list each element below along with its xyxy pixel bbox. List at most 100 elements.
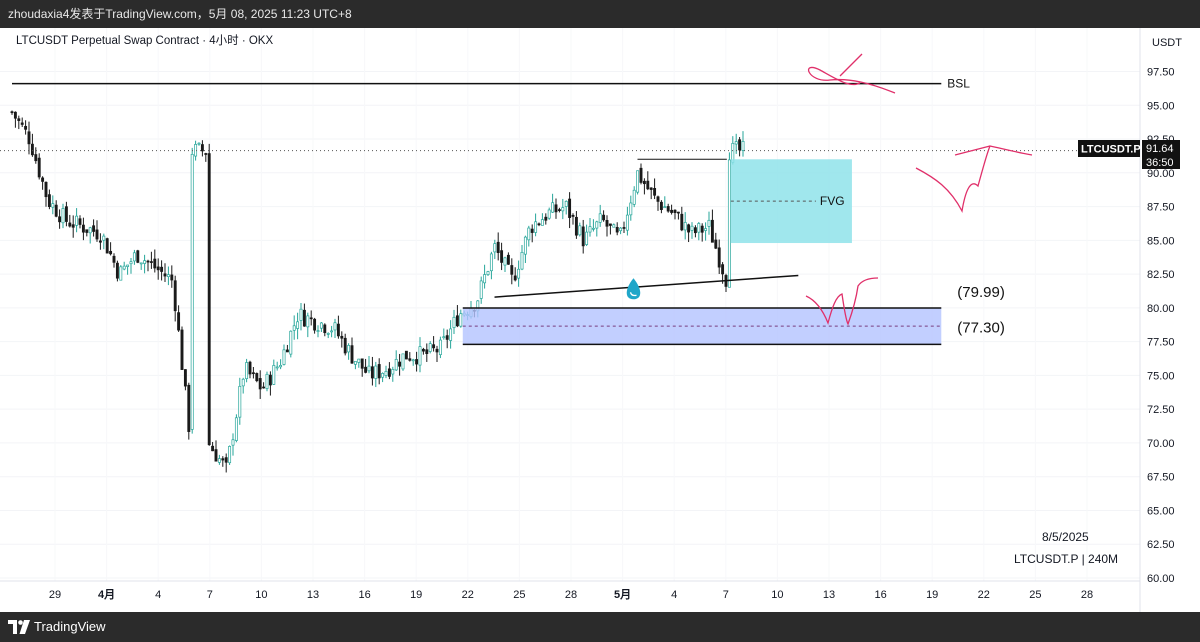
time-tick-label: 29 bbox=[49, 589, 61, 601]
candle-body bbox=[78, 218, 82, 225]
candle-body bbox=[415, 359, 419, 365]
candle-body bbox=[449, 328, 453, 341]
candle-body bbox=[132, 252, 136, 262]
candle-body bbox=[435, 348, 439, 353]
time-tick-label: 13 bbox=[823, 589, 835, 601]
candle-body bbox=[510, 265, 514, 275]
candle-body bbox=[421, 348, 425, 352]
candle-body bbox=[68, 222, 72, 227]
candle-body bbox=[663, 206, 667, 209]
candle-body bbox=[411, 359, 415, 362]
time-ticks: 29 4月 4 7 10 13 16 19 22 25 28 5月 4 7 10 13 16 19 22 25 28 bbox=[49, 588, 1093, 601]
time-tick-label: 7 bbox=[207, 589, 213, 601]
current-price-value: 91.64 bbox=[1146, 143, 1174, 155]
candle-body bbox=[608, 223, 612, 226]
candle-body bbox=[248, 361, 252, 375]
candle-body bbox=[115, 262, 119, 279]
price-tick-label: 85.00 bbox=[1147, 235, 1175, 247]
candle-body bbox=[717, 247, 721, 268]
candle-body bbox=[591, 227, 595, 230]
candle-body bbox=[506, 254, 510, 265]
candle-body bbox=[200, 144, 204, 152]
info-date: 8/5/2025 bbox=[1042, 530, 1089, 544]
candle-body bbox=[523, 236, 527, 255]
time-tick-label: 5月 bbox=[614, 588, 631, 601]
price-tick-label: 72.50 bbox=[1147, 404, 1175, 416]
candle-body bbox=[251, 372, 255, 375]
candle-body bbox=[13, 111, 17, 119]
liquidity-drop-highlight bbox=[629, 292, 637, 297]
candle-body bbox=[34, 154, 38, 162]
candle-body bbox=[285, 349, 289, 353]
candle-body bbox=[265, 373, 269, 389]
candle-body bbox=[299, 308, 303, 321]
candle-body bbox=[214, 449, 218, 462]
candle-body bbox=[653, 188, 657, 196]
candle-body bbox=[612, 224, 616, 228]
price-tick-label: 62.50 bbox=[1147, 539, 1175, 551]
footer-brand: TradingView bbox=[34, 619, 106, 634]
candle-body bbox=[734, 141, 738, 145]
candle-body bbox=[561, 207, 565, 212]
candle-body bbox=[170, 274, 174, 281]
candle-body bbox=[384, 371, 388, 376]
candle-body bbox=[275, 366, 279, 369]
candle-body bbox=[741, 141, 745, 151]
time-tick-label: 10 bbox=[255, 589, 267, 601]
price-tick-label: 70.00 bbox=[1147, 438, 1175, 450]
candle-body bbox=[588, 226, 592, 233]
candle-body bbox=[302, 309, 306, 327]
candle-body bbox=[217, 458, 221, 463]
trendline bbox=[494, 274, 799, 298]
candle-body bbox=[683, 222, 687, 231]
candle-body bbox=[364, 366, 368, 373]
candle-body bbox=[408, 358, 412, 361]
candle-body bbox=[404, 350, 408, 360]
candle-body bbox=[20, 122, 24, 125]
candle-body bbox=[272, 365, 276, 385]
candle-body bbox=[394, 359, 398, 371]
candle-body bbox=[126, 264, 130, 267]
candle-body bbox=[81, 224, 85, 233]
candle-body bbox=[714, 239, 718, 249]
candle-body bbox=[306, 315, 310, 328]
candle-body bbox=[445, 335, 449, 340]
candle-body bbox=[173, 280, 177, 312]
candle-body bbox=[105, 238, 109, 254]
candle-body bbox=[102, 235, 106, 241]
candle-body bbox=[149, 261, 153, 263]
candle-body bbox=[268, 374, 272, 386]
candle-body bbox=[197, 142, 201, 145]
candle-body bbox=[738, 139, 742, 151]
candle-body bbox=[228, 446, 232, 464]
candle-body bbox=[693, 227, 697, 234]
candle-body bbox=[483, 274, 487, 284]
candle-body bbox=[629, 202, 633, 216]
symbol-price-label: LTCUSDT.P bbox=[1081, 144, 1141, 156]
annotations: BSL FVG (79.99) (77.30) bbox=[0, 53, 1078, 346]
candle-body bbox=[255, 373, 259, 382]
candle-body bbox=[544, 216, 548, 221]
candle-body bbox=[44, 181, 48, 198]
candle-body bbox=[204, 153, 208, 155]
price-tick-label: 77.50 bbox=[1147, 337, 1175, 349]
candle-body bbox=[224, 457, 228, 463]
tradingview-logo-icon bbox=[8, 620, 30, 634]
ink-scribble-bsl-tick bbox=[839, 53, 863, 77]
candle-body bbox=[547, 209, 551, 219]
candle-body bbox=[568, 198, 572, 218]
candle-body bbox=[323, 324, 327, 334]
zone-top-label: (79.99) bbox=[957, 284, 1005, 301]
time-tick-label: 4 bbox=[155, 589, 161, 601]
candle-body bbox=[37, 157, 41, 178]
candle-body bbox=[489, 253, 493, 272]
candle-body bbox=[432, 344, 436, 349]
candle-body bbox=[649, 187, 653, 190]
time-tick-label: 4 bbox=[671, 589, 677, 601]
candle-body bbox=[564, 201, 568, 207]
candle-body bbox=[289, 330, 293, 355]
candle-body bbox=[401, 353, 405, 370]
candle-body bbox=[85, 229, 89, 233]
candle-body bbox=[262, 386, 266, 389]
price-chart[interactable]: BSL FVG (79.99) (77.30) USDT LTCUSDT Perpet… bbox=[0, 28, 1200, 612]
